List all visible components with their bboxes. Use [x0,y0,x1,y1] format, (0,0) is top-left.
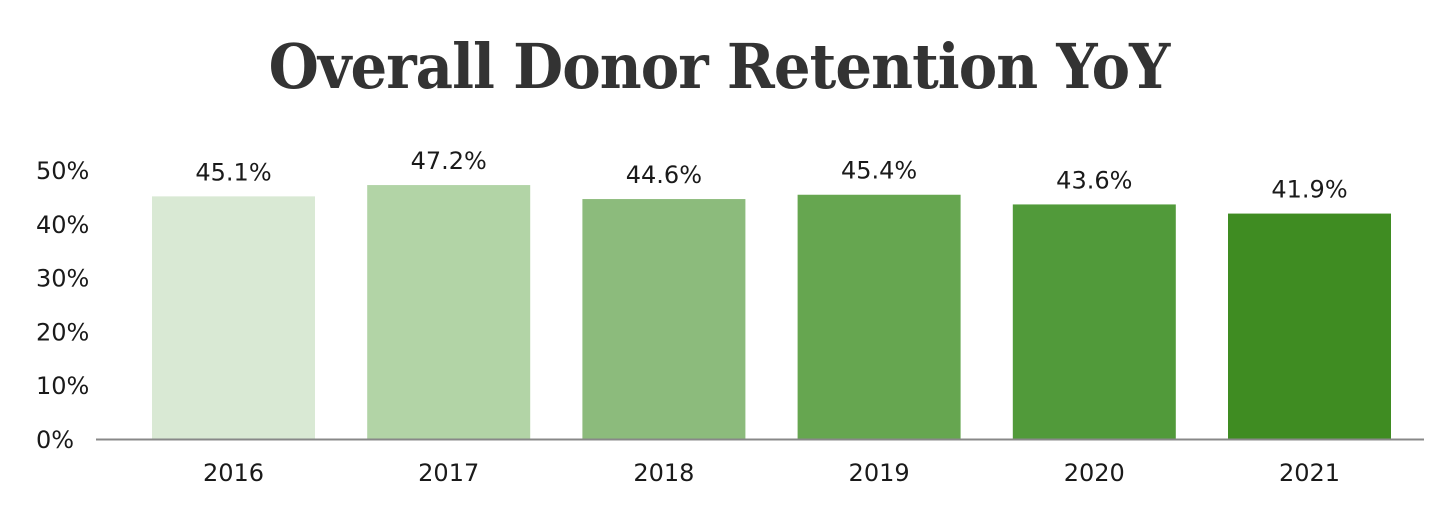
data-label-2017: 47.2% [411,147,487,175]
data-labels: 45.1% 47.2% 44.6% 45.4% 43.6% 41.9% [195,147,1347,204]
bars [152,185,1391,439]
bar-2021 [1228,213,1391,439]
y-tick-label: 50% [36,157,89,185]
bar-2020 [1012,204,1176,439]
y-tick-label: 10% [36,372,89,400]
bar-2016 [152,196,315,439]
data-label-2016: 45.1% [195,158,271,186]
x-tick-label-2019: 2019 [849,459,910,487]
y-tick-label: 40% [36,211,89,239]
x-tick-label-2016: 2016 [203,459,264,487]
bar-2019 [797,194,961,439]
x-axis-labels: 2016 2017 2018 2019 2020 2021 [203,459,1340,487]
y-tick-label: 0% [36,426,74,454]
bar-2017 [367,185,531,439]
data-label-2021: 41.9% [1271,176,1347,204]
x-tick-label-2018: 2018 [633,459,694,487]
data-label-2018: 44.6% [626,161,702,189]
x-tick-label-2017: 2017 [418,459,479,487]
y-axis-ticks: 0% 10% 20% 30% 40% 50% [36,157,89,454]
y-tick-label: 30% [36,265,89,293]
data-label-2020: 43.6% [1056,166,1132,194]
chart-title: Overall Donor Retention YoY [268,30,1171,103]
x-tick-label-2020: 2020 [1064,459,1125,487]
bar-2018 [582,199,746,439]
y-tick-label: 20% [36,318,89,346]
x-tick-label-2021: 2021 [1279,459,1340,487]
data-label-2019: 45.4% [841,157,917,185]
